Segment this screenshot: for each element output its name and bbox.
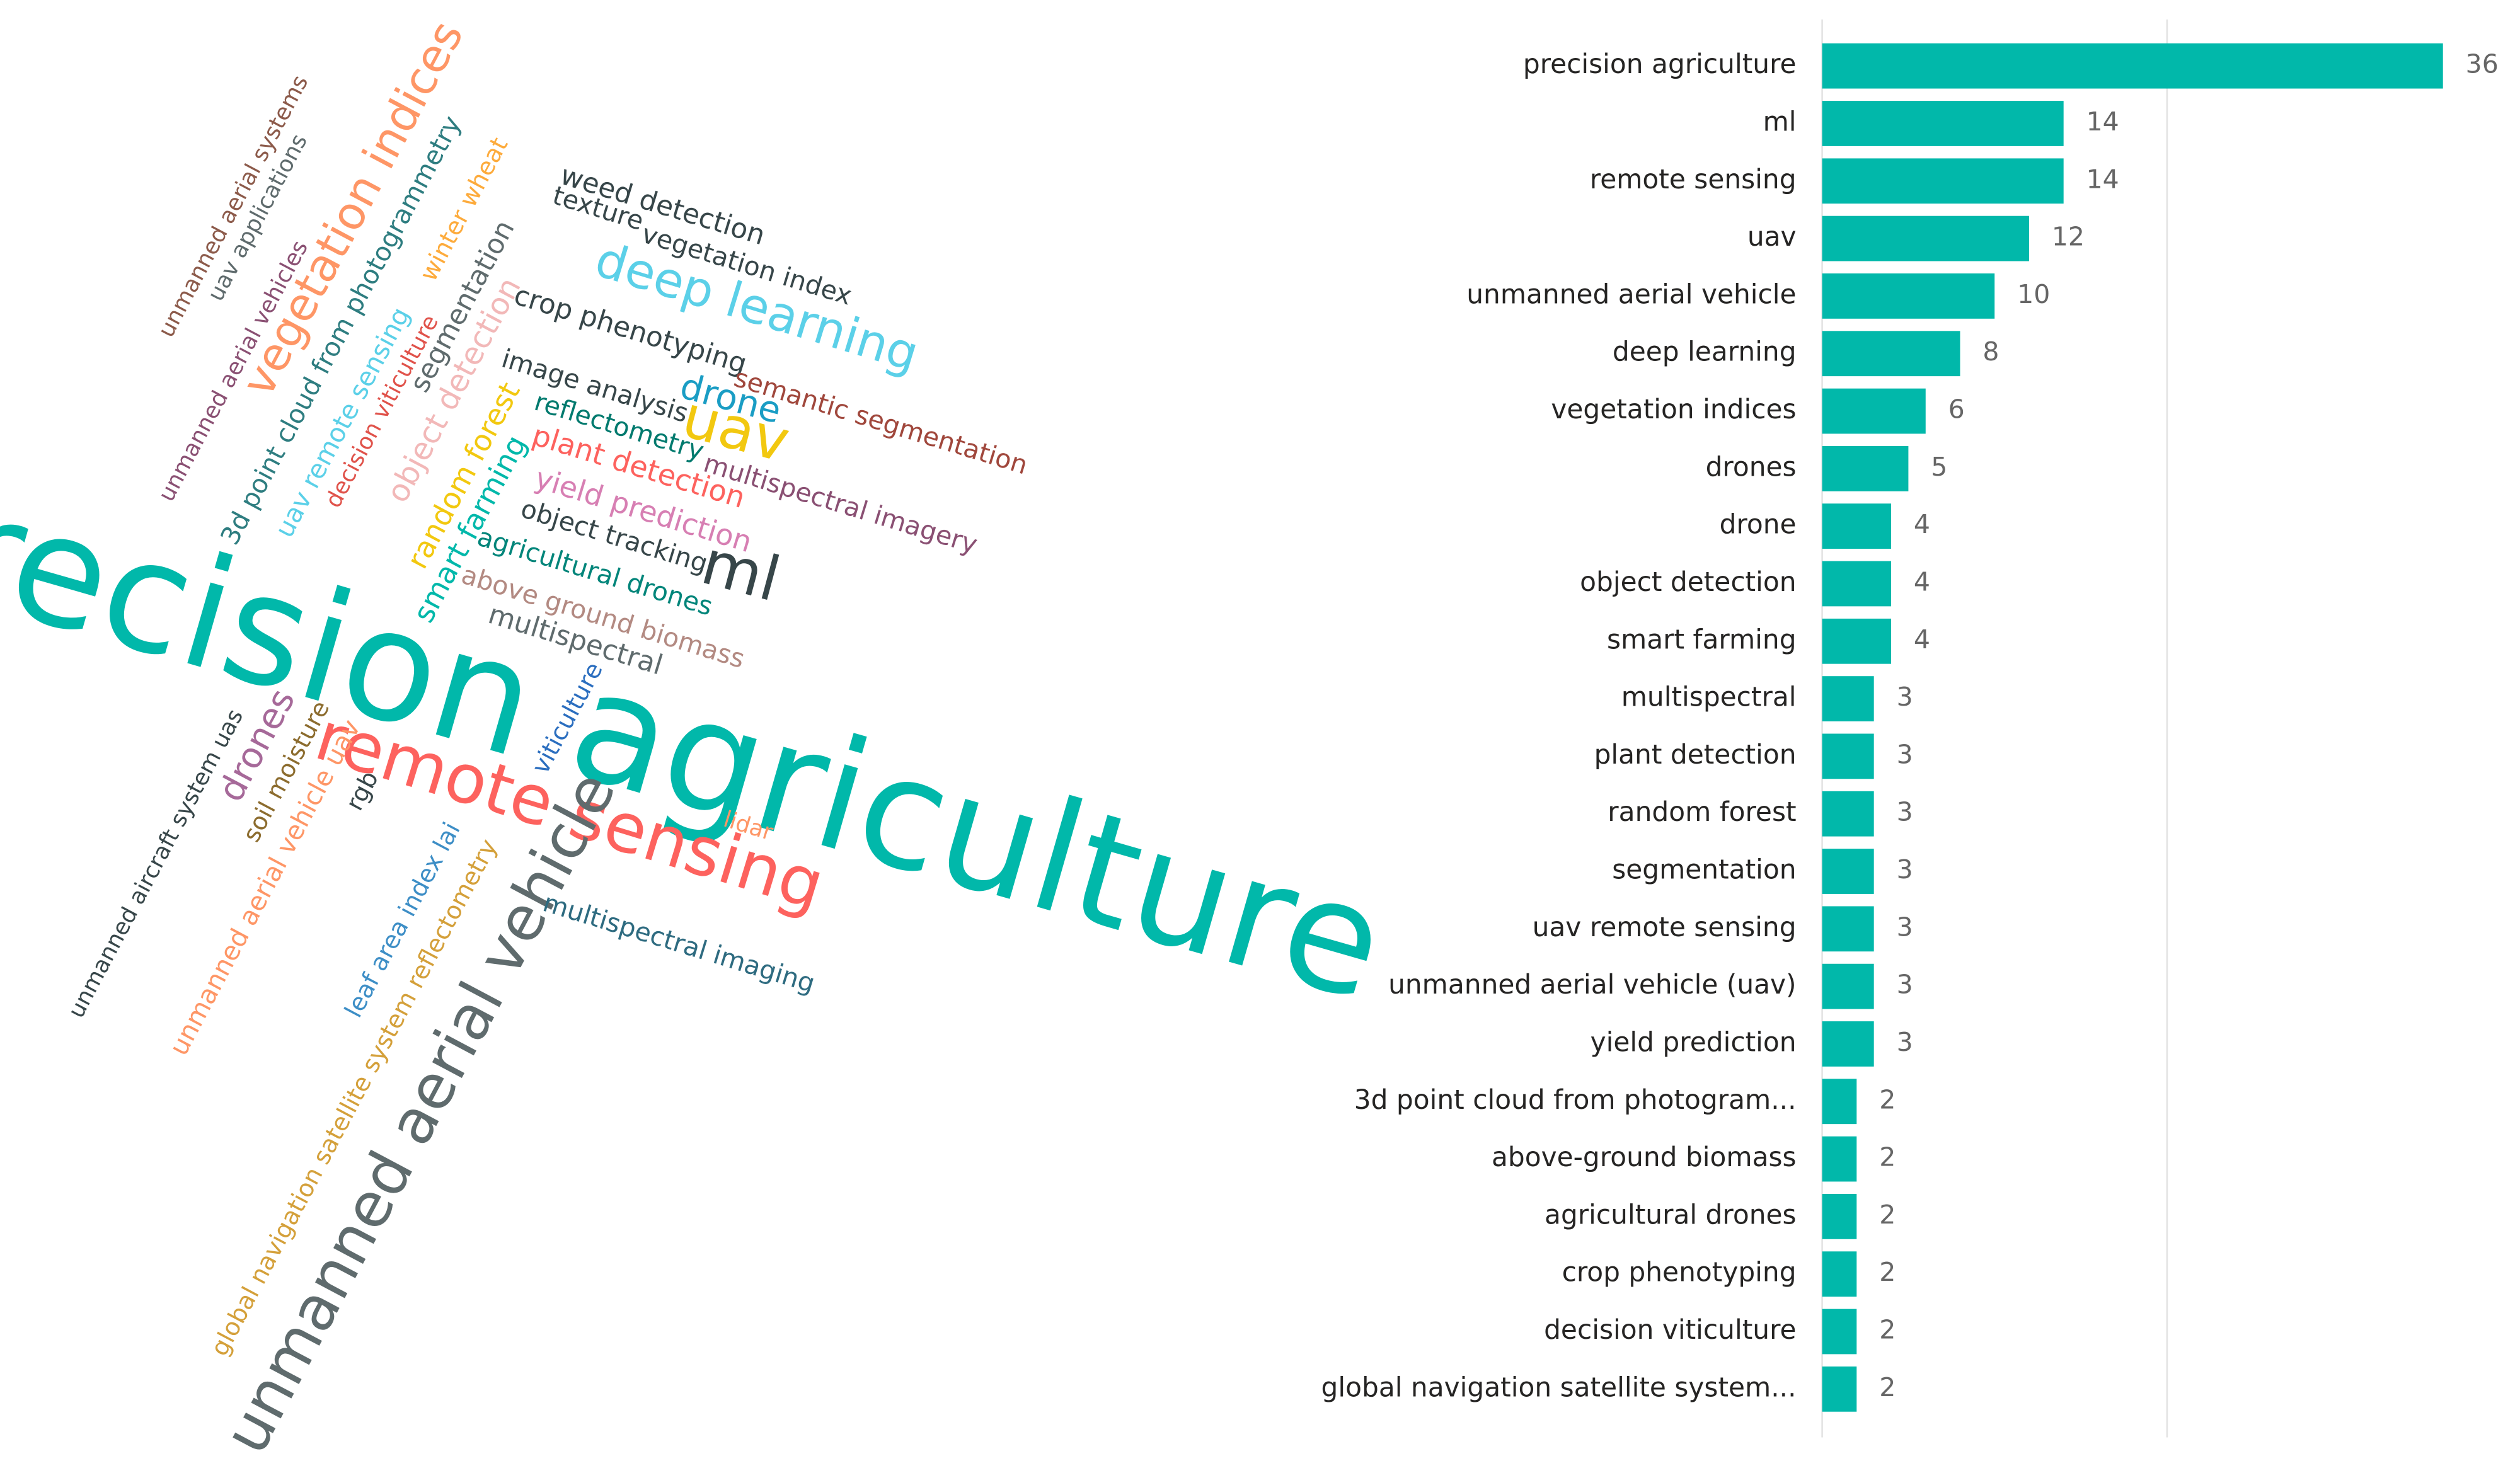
y-tick-label: ml — [1763, 106, 1797, 137]
y-tick-label: segmentation — [1612, 854, 1796, 885]
y-tick-label: 3d point cloud from photogram... — [1354, 1084, 1797, 1115]
y-tick-label: drones — [1706, 451, 1797, 482]
bar — [1822, 101, 2064, 146]
y-tick-label: global navigation satellite system... — [1321, 1372, 1797, 1402]
data-label: 3 — [1897, 970, 1913, 1000]
data-label: 3 — [1897, 797, 1913, 827]
data-label: 14 — [2086, 164, 2119, 194]
data-label: 3 — [1897, 854, 1913, 885]
data-label: 4 — [1914, 566, 1930, 597]
data-label: 8 — [1982, 336, 1999, 367]
data-label: 3 — [1897, 1027, 1913, 1057]
data-label: 14 — [2086, 106, 2119, 137]
bar — [1822, 1251, 1857, 1297]
bar — [1822, 618, 1892, 664]
data-label: 2 — [1879, 1372, 1896, 1402]
bar — [1822, 1193, 1857, 1239]
y-tick-label: yield prediction — [1591, 1026, 1797, 1057]
bar — [1822, 215, 2029, 261]
y-tick-label: agricultural drones — [1545, 1199, 1797, 1230]
y-tick-label: smart farming — [1607, 624, 1797, 655]
data-label: 3 — [1897, 912, 1913, 942]
data-label: 3 — [1897, 682, 1913, 712]
y-tick-label: uav — [1747, 221, 1797, 252]
bar — [1822, 1021, 1874, 1067]
bar — [1822, 158, 2064, 204]
data-label: 2 — [1879, 1200, 1896, 1230]
y-tick-label: random forest — [1608, 796, 1796, 827]
bar — [1822, 445, 1909, 491]
data-label: 36 — [2466, 49, 2499, 79]
y-tick-label: uav remote sensing — [1533, 912, 1797, 943]
bar — [1822, 849, 1874, 894]
data-label: 2 — [1879, 1257, 1896, 1287]
bar — [1822, 561, 1892, 607]
y-tick-label: remote sensing — [1590, 164, 1797, 195]
data-label: 6 — [1948, 394, 1965, 425]
data-label: 2 — [1879, 1315, 1896, 1345]
bar — [1822, 43, 2443, 89]
bar — [1822, 963, 1874, 1009]
data-label: 4 — [1914, 509, 1930, 539]
bar — [1822, 273, 1995, 319]
bar — [1822, 1366, 1857, 1412]
bar — [1822, 1079, 1857, 1125]
y-tick-label: deep learning — [1613, 336, 1797, 367]
data-label: 3 — [1897, 739, 1913, 769]
bar — [1822, 1136, 1857, 1182]
bar — [1822, 1309, 1857, 1355]
bar — [1822, 331, 1960, 377]
y-tick-label: above-ground biomass — [1492, 1142, 1797, 1172]
data-label: 2 — [1879, 1084, 1896, 1115]
y-tick-label: crop phenotyping — [1562, 1257, 1797, 1288]
bar — [1822, 906, 1874, 952]
bar — [1822, 676, 1874, 721]
data-label: 12 — [2052, 222, 2085, 252]
data-label: 5 — [1931, 452, 1947, 482]
bar — [1822, 791, 1874, 837]
y-tick-label: object detection — [1580, 566, 1796, 597]
data-label: 2 — [1879, 1142, 1896, 1172]
data-label: 10 — [2017, 279, 2050, 309]
y-tick-label: drone — [1720, 509, 1797, 540]
y-tick-label: vegetation indices — [1551, 394, 1796, 425]
bar — [1822, 733, 1874, 779]
y-tick-label: decision viticulture — [1544, 1314, 1796, 1345]
y-tick-label: plant detection — [1594, 739, 1797, 770]
y-tick-label: unmanned aerial vehicle — [1466, 278, 1796, 309]
bar — [1822, 503, 1892, 549]
data-label: 4 — [1914, 624, 1930, 655]
y-tick-label: unmanned aerial vehicle (uav) — [1388, 969, 1796, 1000]
bar — [1822, 388, 1926, 434]
y-tick-label: multispectral — [1621, 682, 1797, 713]
y-tick-label: precision agriculture — [1523, 49, 1797, 79]
